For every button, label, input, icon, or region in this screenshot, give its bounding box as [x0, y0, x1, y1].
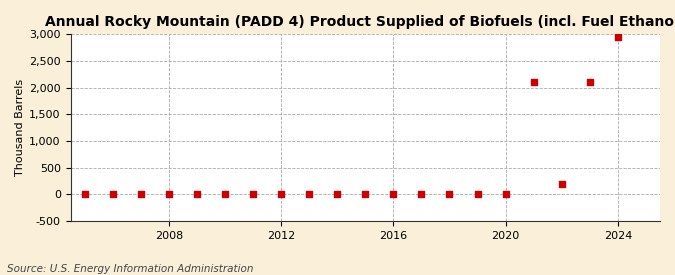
Point	[107, 192, 118, 197]
Point	[585, 80, 595, 84]
Text: Source: U.S. Energy Information Administration: Source: U.S. Energy Information Administ…	[7, 264, 253, 274]
Point	[529, 80, 539, 84]
Point	[163, 192, 174, 197]
Point	[135, 192, 146, 197]
Title: Annual Rocky Mountain (PADD 4) Product Supplied of Biofuels (incl. Fuel Ethanol): Annual Rocky Mountain (PADD 4) Product S…	[45, 15, 675, 29]
Point	[612, 35, 623, 39]
Point	[79, 192, 90, 197]
Point	[416, 192, 427, 197]
Point	[444, 192, 455, 197]
Point	[219, 192, 230, 197]
Point	[556, 182, 567, 186]
Point	[304, 192, 315, 197]
Point	[248, 192, 259, 197]
Y-axis label: Thousand Barrels: Thousand Barrels	[15, 79, 25, 176]
Point	[500, 192, 511, 197]
Point	[360, 192, 371, 197]
Point	[332, 192, 343, 197]
Point	[388, 192, 399, 197]
Point	[472, 192, 483, 197]
Point	[192, 192, 202, 197]
Point	[275, 192, 286, 197]
